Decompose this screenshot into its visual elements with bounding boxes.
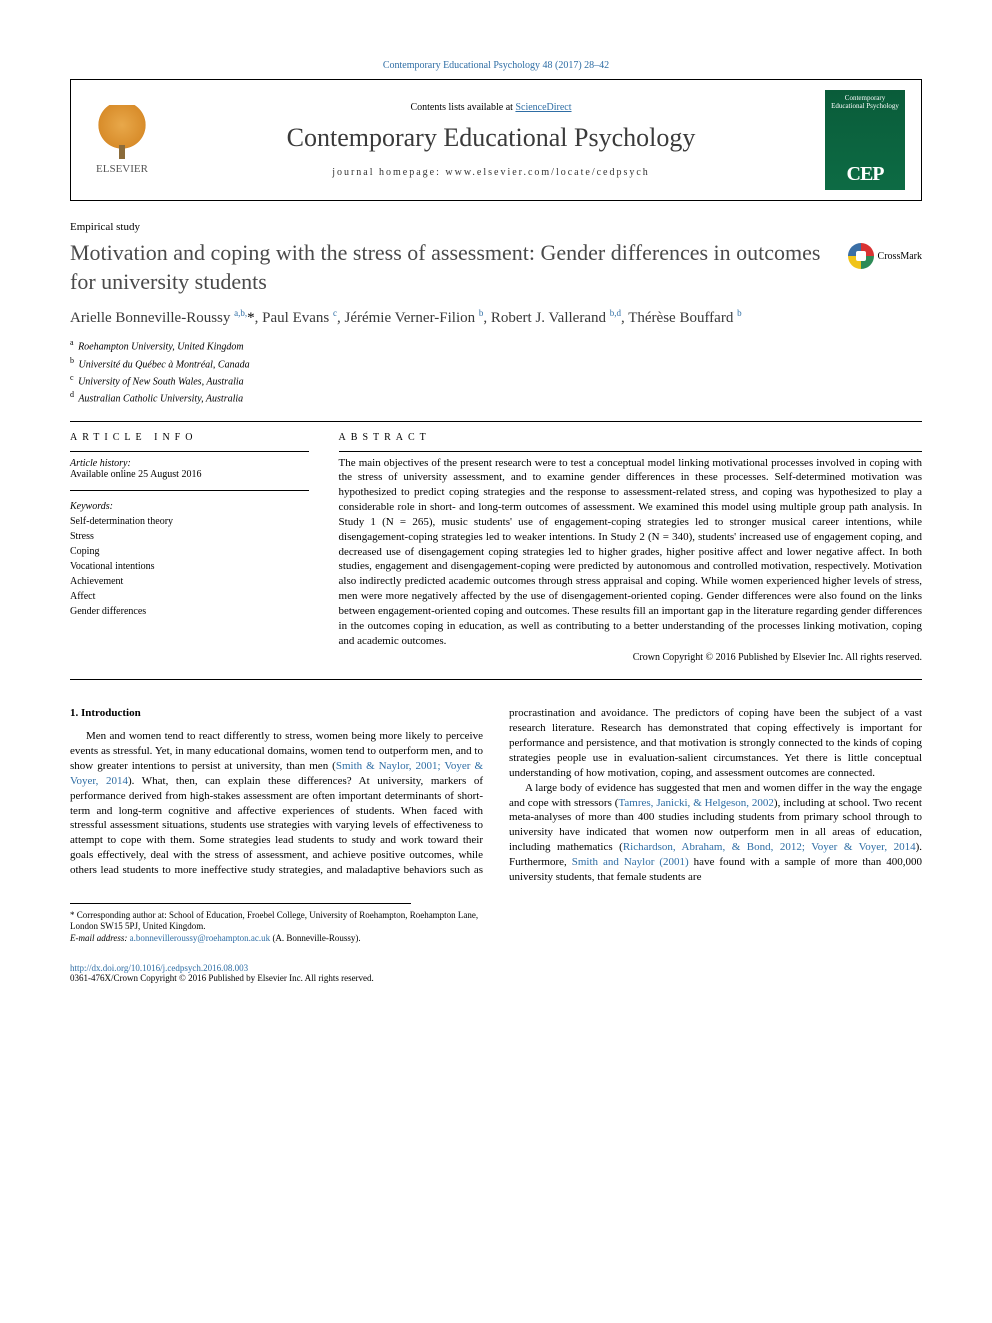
affiliations-list: a Roehampton University, United Kingdomb… bbox=[70, 337, 922, 406]
divider bbox=[70, 451, 309, 452]
section-heading: 1. Introduction bbox=[70, 706, 483, 721]
contents-available-line: Contents lists available at ScienceDirec… bbox=[157, 102, 825, 113]
keyword-item: Affect bbox=[70, 589, 309, 604]
authors-list: Arielle Bonneville-Roussy a,b,*, Paul Ev… bbox=[70, 308, 922, 327]
keyword-item: Achievement bbox=[70, 574, 309, 589]
email-label: E-mail address: bbox=[70, 933, 130, 943]
email-suffix: (A. Bonneville-Roussy). bbox=[270, 933, 361, 943]
article-title: Motivation and coping with the stress of… bbox=[70, 239, 836, 296]
citation-link[interactable]: Richardson, Abraham, & Bond, 2012; Voyer… bbox=[623, 841, 916, 853]
elsevier-tree-icon bbox=[97, 105, 147, 155]
abstract-text: The main objectives of the present resea… bbox=[339, 456, 922, 649]
homepage-url[interactable]: www.elsevier.com/locate/cedpsych bbox=[445, 167, 649, 178]
divider bbox=[70, 679, 922, 680]
keyword-item: Self-determination theory bbox=[70, 514, 309, 529]
divider bbox=[339, 451, 922, 452]
affiliation-item: d Australian Catholic University, Austra… bbox=[70, 389, 922, 406]
corresponding-author-note: * Corresponding author at: School of Edu… bbox=[70, 910, 479, 933]
article-info-heading: ARTICLE INFO bbox=[70, 432, 309, 443]
article-info-sidebar: ARTICLE INFO Article history: Available … bbox=[70, 432, 309, 664]
abstract-copyright: Crown Copyright © 2016 Published by Else… bbox=[339, 652, 922, 663]
divider bbox=[70, 421, 922, 422]
citation-link[interactable]: Smith and Naylor (2001) bbox=[572, 856, 689, 868]
abstract-heading: ABSTRACT bbox=[339, 432, 922, 443]
body-text: 1. Introduction Men and women tend to re… bbox=[70, 706, 922, 884]
cover-logo: CEP bbox=[829, 163, 901, 186]
sciencedirect-link[interactable]: ScienceDirect bbox=[515, 102, 571, 113]
affiliation-item: b Université du Québec à Montréal, Canad… bbox=[70, 355, 922, 372]
doi-link[interactable]: http://dx.doi.org/10.1016/j.cedpsych.201… bbox=[70, 963, 922, 973]
journal-title: Contemporary Educational Psychology bbox=[157, 123, 825, 153]
publisher-logo: ELSEVIER bbox=[87, 105, 157, 175]
journal-homepage: journal homepage: www.elsevier.com/locat… bbox=[157, 167, 825, 178]
publisher-name: ELSEVIER bbox=[87, 163, 157, 175]
keywords-list: Self-determination theoryStressCopingVoc… bbox=[70, 514, 309, 619]
issn-copyright: 0361-476X/Crown Copyright © 2016 Publish… bbox=[70, 973, 922, 983]
keyword-item: Stress bbox=[70, 529, 309, 544]
footnote-prefix: * Corresponding author at: bbox=[70, 910, 169, 920]
citation-link[interactable]: Tamres, Janicki, & Helgeson, 2002 bbox=[618, 797, 773, 809]
journal-header: ELSEVIER Contents lists available at Sci… bbox=[70, 79, 922, 201]
history-value: Available online 25 August 2016 bbox=[70, 469, 309, 491]
keyword-item: Coping bbox=[70, 544, 309, 559]
keyword-item: Gender differences bbox=[70, 604, 309, 619]
homepage-prefix: journal homepage: bbox=[332, 167, 445, 178]
abstract-section: ABSTRACT The main objectives of the pres… bbox=[339, 432, 922, 664]
journal-citation[interactable]: Contemporary Educational Psychology 48 (… bbox=[70, 60, 922, 71]
crossmark-badge[interactable]: CrossMark bbox=[848, 243, 922, 269]
contents-prefix: Contents lists available at bbox=[410, 102, 515, 113]
cover-title: Contemporary Educational Psychology bbox=[829, 94, 901, 111]
email-line: E-mail address: a.bonnevilleroussy@roeha… bbox=[70, 933, 479, 945]
affiliation-item: a Roehampton University, United Kingdom bbox=[70, 337, 922, 354]
keywords-label: Keywords: bbox=[70, 501, 309, 512]
crossmark-icon bbox=[848, 243, 874, 269]
author-email-link[interactable]: a.bonnevilleroussy@roehampton.ac.uk bbox=[130, 933, 271, 943]
keyword-item: Vocational intentions bbox=[70, 559, 309, 574]
journal-cover-thumbnail: Contemporary Educational Psychology CEP bbox=[825, 90, 905, 190]
crossmark-label: CrossMark bbox=[878, 251, 922, 262]
affiliation-item: c University of New South Wales, Austral… bbox=[70, 372, 922, 389]
body-paragraph: A large body of evidence has suggested t… bbox=[509, 781, 922, 885]
history-label: Article history: bbox=[70, 458, 309, 469]
article-type: Empirical study bbox=[70, 221, 922, 233]
footnote-separator bbox=[70, 903, 411, 904]
footnotes: * Corresponding author at: School of Edu… bbox=[70, 910, 479, 945]
